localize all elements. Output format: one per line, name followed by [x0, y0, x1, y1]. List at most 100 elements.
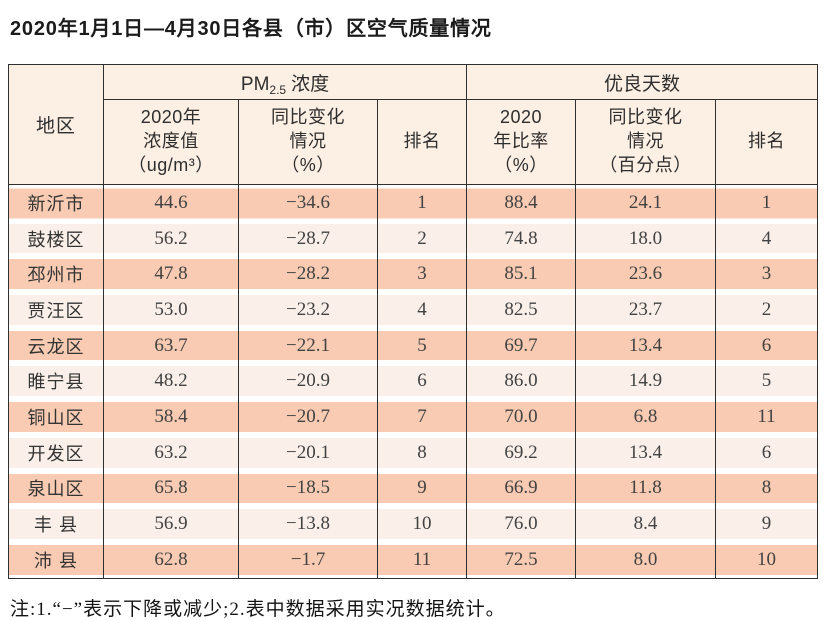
cell-region: 新沂市	[8, 184, 104, 221]
cell-pm-rank: 3	[377, 256, 467, 293]
cell-good-rate: 74.8	[466, 220, 576, 257]
pm25-subscript: 2.5	[269, 82, 287, 97]
table-row: 新沂市 44.6 −34.6 1 88.4 24.1 1	[8, 184, 818, 221]
header-good-rate: 2020 年比率 （%）	[466, 99, 576, 185]
cell-region: 贾汪区	[8, 292, 104, 328]
air-quality-table: 地区 PM2.5 浓度 优良天数 2020年 浓度值 （ug/m³） 同比变化 情…	[8, 64, 818, 579]
cell-pm-rank: 9	[377, 470, 467, 507]
cell-pm-change: −28.7	[238, 220, 378, 257]
table-row: 睢宁县 48.2 −20.9 6 86.0 14.9 5	[8, 363, 818, 400]
cell-good-rate: 82.5	[466, 292, 576, 328]
header-pm-value: 2020年 浓度值 （ug/m³）	[103, 99, 239, 185]
cell-pm-rank: 1	[377, 184, 467, 221]
cell-pm-rank: 11	[377, 541, 467, 579]
cell-good-rate: 88.4	[466, 184, 576, 221]
table-row: 开发区 63.2 −20.1 8 69.2 13.4 6	[8, 434, 818, 471]
cell-good-rate: 70.0	[466, 399, 576, 435]
cell-pm-change: −28.2	[238, 256, 378, 293]
cell-pm-value: 63.2	[103, 434, 239, 471]
header-group-good-days: 优良天数	[466, 64, 818, 100]
table-header: 地区 PM2.5 浓度 优良天数 2020年 浓度值 （ug/m³） 同比变化 情…	[8, 64, 818, 185]
cell-pm-rank: 10	[377, 506, 467, 542]
cell-good-change: 8.0	[575, 541, 716, 579]
cell-good-rank: 2	[715, 292, 818, 328]
cell-good-rate: 72.5	[466, 541, 576, 579]
pm25-prefix: PM	[240, 73, 270, 95]
cell-region: 铜山区	[8, 399, 104, 435]
cell-good-change: 11.8	[575, 470, 716, 507]
page-title: 2020年1月1日—4月30日各县（市）区空气质量情况	[10, 18, 492, 40]
cell-region: 丰 县	[8, 506, 104, 542]
cell-pm-rank: 5	[377, 327, 467, 364]
cell-pm-value: 53.0	[103, 292, 239, 328]
cell-pm-rank: 4	[377, 292, 467, 328]
cell-good-rank: 5	[715, 363, 818, 400]
cell-pm-change: −1.7	[238, 541, 378, 579]
cell-region: 鼓楼区	[8, 220, 104, 257]
cell-pm-value: 65.8	[103, 470, 239, 507]
table-row: 沛 县 62.8 −1.7 11 72.5 8.0 10	[8, 541, 818, 579]
cell-good-rate: 76.0	[466, 506, 576, 542]
table-row: 泉山区 65.8 −18.5 9 66.9 11.8 8	[8, 470, 818, 507]
cell-pm-change: −20.1	[238, 434, 378, 471]
cell-good-rate: 85.1	[466, 256, 576, 293]
cell-pm-change: −23.2	[238, 292, 378, 328]
cell-good-rank: 1	[715, 184, 818, 221]
cell-pm-value: 62.8	[103, 541, 239, 579]
cell-good-rate: 66.9	[466, 470, 576, 507]
cell-pm-change: −22.1	[238, 327, 378, 364]
cell-good-rank: 8	[715, 470, 818, 507]
footnote: 注:1.“−”表示下降或减少;2.表中数据采用实况数据统计。	[10, 598, 506, 620]
cell-good-rate: 86.0	[466, 363, 576, 400]
cell-region: 沛 县	[8, 541, 104, 579]
pm25-suffix: 浓度	[291, 73, 330, 95]
table-row: 贾汪区 53.0 −23.2 4 82.5 23.7 2	[8, 292, 818, 328]
cell-pm-change: −34.6	[238, 184, 378, 221]
header-good-rank: 排名	[715, 99, 818, 185]
cell-pm-change: −20.7	[238, 399, 378, 435]
header-pm-rank: 排名	[377, 99, 467, 185]
header-region: 地区	[8, 64, 104, 185]
cell-good-rank: 6	[715, 434, 818, 471]
cell-good-change: 6.8	[575, 399, 716, 435]
header-pm-change: 同比变化 情况 （%）	[238, 99, 378, 185]
table-row: 邳州市 47.8 −28.2 3 85.1 23.6 3	[8, 256, 818, 293]
table-row: 鼓楼区 56.2 −28.7 2 74.8 18.0 4	[8, 220, 818, 257]
cell-good-change: 23.7	[575, 292, 716, 328]
cell-good-change: 14.9	[575, 363, 716, 400]
cell-pm-value: 56.2	[103, 220, 239, 257]
cell-pm-value: 63.7	[103, 327, 239, 364]
cell-pm-change: −13.8	[238, 506, 378, 542]
cell-pm-rank: 2	[377, 220, 467, 257]
cell-region: 邳州市	[8, 256, 104, 293]
table-row: 丰 县 56.9 −13.8 10 76.0 8.4 9	[8, 506, 818, 542]
cell-region: 睢宁县	[8, 363, 104, 400]
cell-pm-value: 47.8	[103, 256, 239, 293]
cell-good-change: 23.6	[575, 256, 716, 293]
cell-pm-value: 48.2	[103, 363, 239, 400]
cell-pm-value: 58.4	[103, 399, 239, 435]
cell-good-rank: 3	[715, 256, 818, 293]
cell-pm-value: 56.9	[103, 506, 239, 542]
cell-region: 泉山区	[8, 470, 104, 507]
cell-pm-rank: 6	[377, 363, 467, 400]
cell-pm-change: −20.9	[238, 363, 378, 400]
cell-good-rank: 4	[715, 220, 818, 257]
cell-good-rank: 10	[715, 541, 818, 579]
cell-good-rank: 6	[715, 327, 818, 364]
cell-pm-value: 44.6	[103, 184, 239, 221]
cell-region: 云龙区	[8, 327, 104, 364]
cell-good-change: 13.4	[575, 327, 716, 364]
cell-pm-change: −18.5	[238, 470, 378, 507]
cell-good-rank: 11	[715, 399, 818, 435]
table-row: 云龙区 63.7 −22.1 5 69.7 13.4 6	[8, 327, 818, 364]
cell-region: 开发区	[8, 434, 104, 471]
header-group-pm25: PM2.5 浓度	[103, 64, 467, 100]
cell-pm-rank: 7	[377, 399, 467, 435]
cell-good-rate: 69.7	[466, 327, 576, 364]
cell-good-change: 13.4	[575, 434, 716, 471]
header-sub-row: 2020年 浓度值 （ug/m³） 同比变化 情况 （%） 排名 2020 年比…	[9, 99, 818, 185]
cell-pm-rank: 8	[377, 434, 467, 471]
cell-good-change: 8.4	[575, 506, 716, 542]
